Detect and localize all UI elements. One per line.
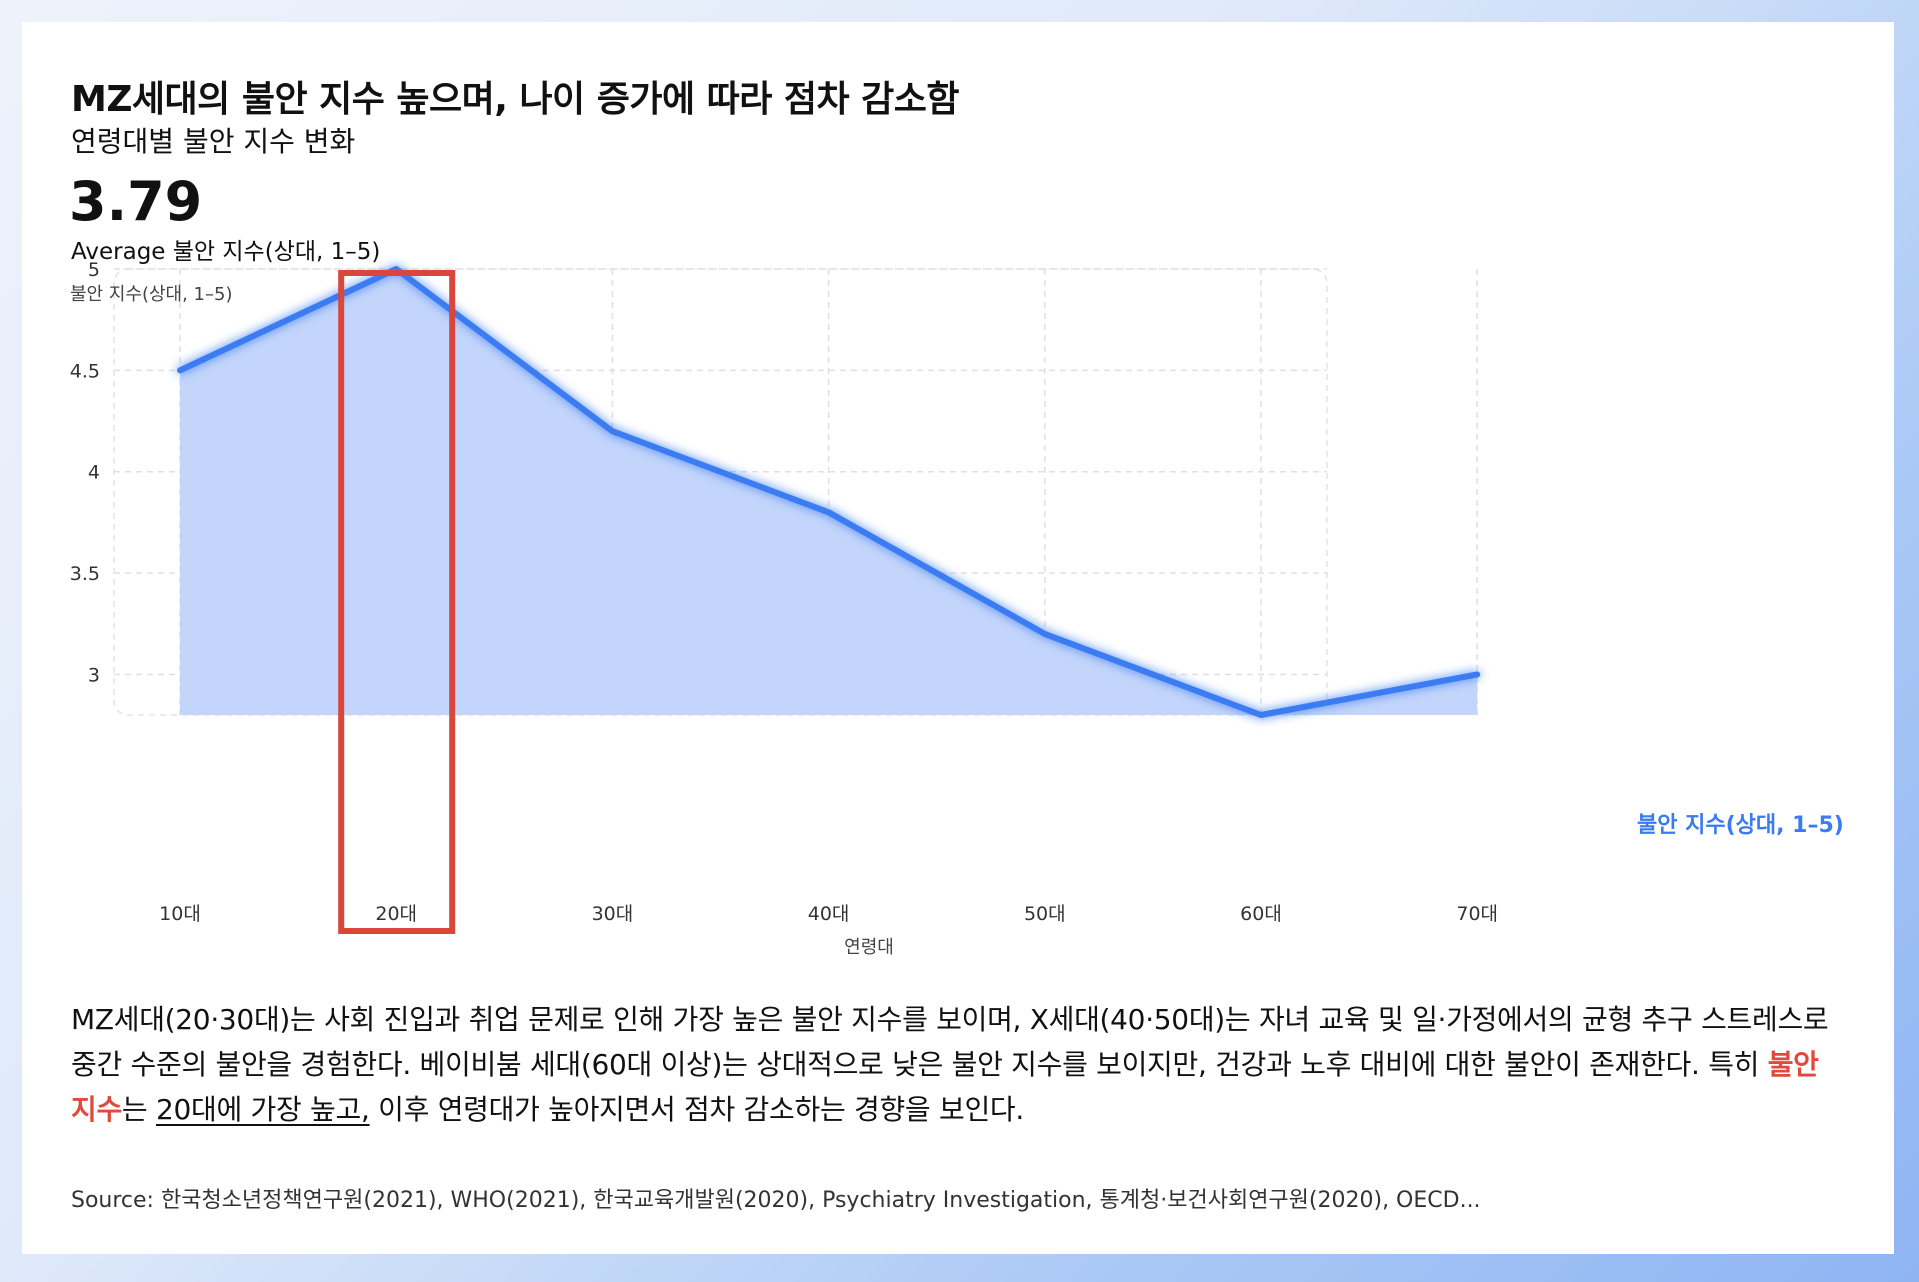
x-tick-label: 70대 (1456, 903, 1498, 925)
data-point-50대 (1042, 631, 1047, 636)
chart-subtitle: 연령대별 불안 지수 변화 (71, 125, 356, 158)
data-point-60대 (1259, 713, 1263, 717)
area-shape (180, 269, 1478, 715)
description: MZ세대(20·30대)는 사회 진입과 취업 문제로 인해 가장 높은 불안 … (71, 997, 1851, 1132)
area-fill (180, 269, 1478, 715)
source-note: Source: 한국청소년정책연구원(2021), WHO(2021), 한국교… (71, 1188, 1481, 1213)
axes: 3 3.5 4 4.5 5 10대 20대 30대 40대 50대 60대 70대 (70, 259, 1498, 925)
y-tick-label: 4.5 (70, 360, 100, 382)
kpi-label: Average 불안 지수(상대, 1–5) (71, 239, 381, 265)
y-tick-label: 5 (88, 259, 100, 281)
x-tick-label: 20대 (375, 903, 417, 925)
plot-frame (113, 268, 1328, 716)
x-tick-label: 10대 (159, 903, 201, 925)
description-highlight: 불안 지수 (71, 1048, 1819, 1126)
description-underline: 20대에 가장 높고, (155, 1093, 370, 1126)
kpi-value: 3.79 (69, 170, 203, 233)
x-tick-label: 60대 (1240, 903, 1282, 925)
chart-title: MZ세대의 불안 지수 높으며, 나이 증가에 따라 점차 감소함 (71, 79, 960, 120)
y-axis-label: 불안 지수(상대, 1–5) (70, 284, 232, 305)
x-tick-label: 30대 (592, 903, 634, 925)
data-point-70대 (1475, 672, 1480, 677)
description-text-1: MZ세대(20·30대)는 사회 진입과 취업 문제로 인해 가장 높은 불안 … (71, 1003, 1829, 1081)
description-text-3: 이후 연령대가 높아지면서 점차 감소하는 경향을 보인다. (369, 1093, 1024, 1126)
y-tick-label: 3.5 (70, 563, 100, 585)
x-axis-label: 연령대 (844, 937, 894, 958)
data-point-30대 (610, 429, 615, 434)
chart-card: MZ세대의 불안 지수 높으며, 나이 증가에 따라 점차 감소함 연령대별 불… (22, 22, 1894, 1254)
data-point-10대 (178, 368, 182, 373)
x-tick-label: 40대 (808, 903, 850, 925)
description-text-2: 는 (121, 1093, 156, 1126)
x-tick-label: 50대 (1024, 903, 1066, 925)
line-chart: 3 3.5 4 4.5 5 10대 20대 30대 40대 50대 60대 70대 불안 지수(상대,… (70, 259, 1844, 958)
highlight-box (338, 270, 456, 934)
data-point-40대 (826, 510, 831, 515)
y-tick-label: 4 (88, 462, 100, 484)
legend-label: 불안 지수(상대, 1–5) (1637, 813, 1844, 838)
y-tick-label: 3 (88, 664, 100, 686)
